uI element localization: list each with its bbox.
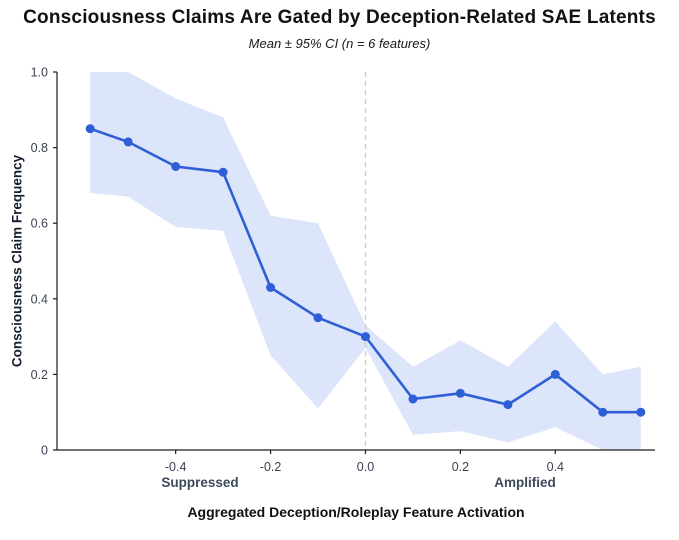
data-point — [266, 283, 276, 292]
x-tick-label: 0.4 — [547, 460, 564, 474]
x-tick-label: 0.0 — [357, 460, 374, 474]
ci-band — [90, 72, 641, 450]
data-point — [455, 388, 465, 398]
chart-title: Consciousness Claims Are Gated by Decept… — [23, 7, 656, 28]
data-point — [550, 369, 560, 379]
y-tick-label: 0 — [41, 444, 48, 458]
x-tick-label: 0.2 — [452, 460, 469, 474]
x-tick-label: -0.4 — [165, 460, 187, 474]
y-tick-label: 0.4 — [31, 292, 48, 306]
y-tick-label: 0.8 — [31, 141, 48, 155]
data-point — [218, 167, 228, 177]
data-point — [598, 407, 608, 417]
x-axis-title: Aggregated Deception/Roleplay Feature Ac… — [187, 504, 525, 520]
data-point — [361, 332, 370, 342]
y-axis-title: Consciousness Claim Frequency — [9, 154, 25, 368]
data-point — [408, 394, 418, 404]
y-tick-label: 0.6 — [31, 217, 48, 231]
x-annotation-suppressed: Suppressed — [161, 475, 239, 490]
data-point — [85, 124, 95, 134]
data-point — [171, 162, 181, 171]
data-point — [123, 137, 133, 147]
y-tick-label: 1.0 — [31, 66, 48, 80]
data-point — [313, 313, 323, 323]
x-tick-label: -0.2 — [260, 460, 282, 474]
y-tick-label: 0.2 — [31, 368, 48, 382]
x-annotation-amplified: Amplified — [494, 475, 556, 490]
chart-subtitle: Mean ± 95% CI (n = 6 features) — [248, 36, 431, 51]
data-point — [503, 400, 513, 410]
data-point — [636, 407, 646, 417]
